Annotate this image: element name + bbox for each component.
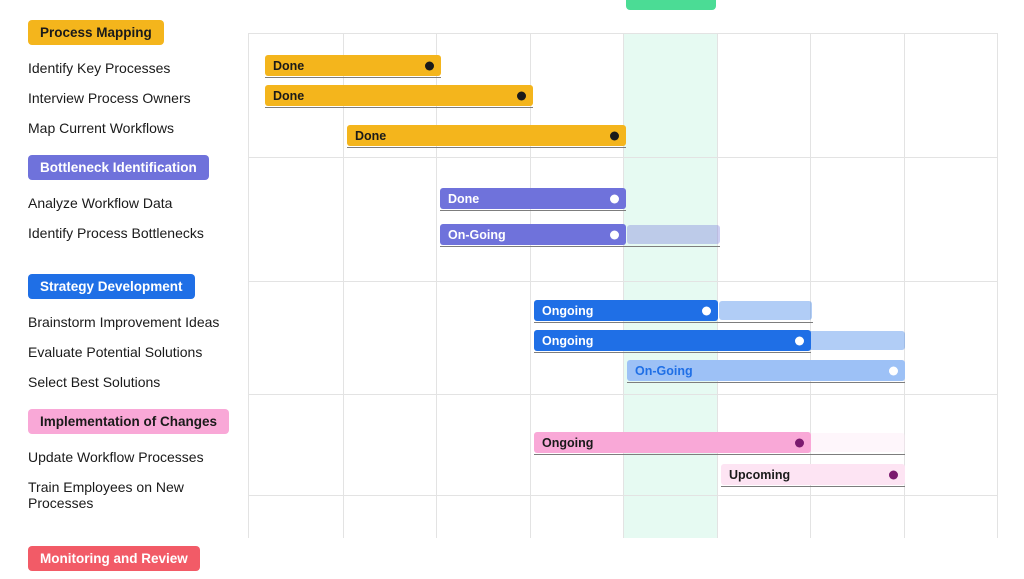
bar-underline [627, 382, 905, 383]
bar-status-label: Ongoing [542, 304, 593, 318]
row-separator [249, 394, 998, 395]
today-highlight [623, 34, 717, 538]
bar-underline [534, 352, 811, 353]
bar-status-label: Upcoming [729, 468, 790, 482]
grid-column [717, 34, 718, 538]
bar-status-label: Done [448, 192, 479, 206]
gantt-bar[interactable]: Done [265, 85, 533, 106]
bar-status-label: On-Going [448, 228, 506, 242]
row-separator [249, 495, 998, 496]
bar-status-label: Done [273, 59, 304, 73]
bar-status-label: Ongoing [542, 334, 593, 348]
bar-dot-icon [702, 306, 711, 315]
bar-dot-icon [517, 91, 526, 100]
grid-column [997, 34, 998, 538]
gantt-bar[interactable]: Ongoing [534, 432, 811, 453]
bar-dot-icon [795, 438, 804, 447]
bar-underline [440, 246, 720, 247]
gantt-bar[interactable]: On-Going [440, 224, 626, 245]
grid-column [904, 34, 905, 538]
grid-column [530, 34, 531, 538]
task-label: Map Current Workflows [28, 113, 248, 143]
bar-underline [347, 147, 626, 148]
group-header: Strategy Development [28, 274, 195, 299]
gantt-bar[interactable]: Done [347, 125, 626, 146]
task-label: Update Workflow Processes [28, 442, 248, 472]
bar-dot-icon [889, 366, 898, 375]
bar-underline [265, 107, 533, 108]
bar-status-label: On-Going [635, 364, 693, 378]
row-separator [249, 281, 998, 282]
bar-dot-icon [889, 470, 898, 479]
bar-status-label: Done [273, 89, 304, 103]
bar-shadow [627, 225, 720, 244]
group-header: Bottleneck Identification [28, 155, 209, 180]
bar-underline [721, 486, 905, 487]
task-label: Analyze Workflow Data [28, 188, 248, 218]
bar-status-label: Done [355, 129, 386, 143]
grid-column [623, 34, 624, 538]
gantt-bar[interactable]: Ongoing [534, 330, 811, 351]
gantt-container: Process Mapping Identify Key ProcessesInt… [0, 0, 1024, 540]
bar-dot-icon [610, 131, 619, 140]
grid-column [436, 34, 437, 538]
bar-underline [534, 322, 813, 323]
task-label: Select Best Solutions [28, 367, 248, 397]
gantt-bar[interactable]: Done [440, 188, 626, 209]
gantt-bar[interactable]: On-Going [627, 360, 905, 381]
bar-underline [534, 454, 905, 455]
gantt-bar[interactable]: Done [265, 55, 441, 76]
grid-column [810, 34, 811, 538]
task-label: Brainstorm Improvement Ideas [28, 307, 248, 337]
bar-dot-icon [425, 61, 434, 70]
grid-column [343, 34, 344, 538]
bar-status-label: Ongoing [542, 436, 593, 450]
gantt-chart: Done Done Done Done On-Going Ongoing Ongoing On… [248, 33, 998, 538]
bar-dot-icon [795, 336, 804, 345]
gantt-bar[interactable]: Ongoing [534, 300, 718, 321]
task-label: Identify Process Bottlenecks [28, 218, 248, 248]
bar-dot-icon [610, 230, 619, 239]
group-header: Implementation of Changes [28, 409, 229, 434]
group-header: Monitoring and Review [28, 546, 200, 571]
bar-shadow [719, 301, 812, 320]
gantt-bar[interactable]: Upcoming [721, 464, 905, 485]
group-header: Process Mapping [28, 20, 164, 45]
task-label: Interview Process Owners [28, 83, 248, 113]
bar-dot-icon [610, 194, 619, 203]
bar-underline [265, 77, 441, 78]
task-label: Identify Key Processes [28, 53, 248, 83]
sidebar: Process Mapping Identify Key ProcessesInt… [0, 0, 248, 540]
row-separator [249, 157, 998, 158]
task-label: Evaluate Potential Solutions [28, 337, 248, 367]
task-label: Train Employees on New Processes [28, 472, 248, 518]
bar-underline [440, 210, 626, 211]
